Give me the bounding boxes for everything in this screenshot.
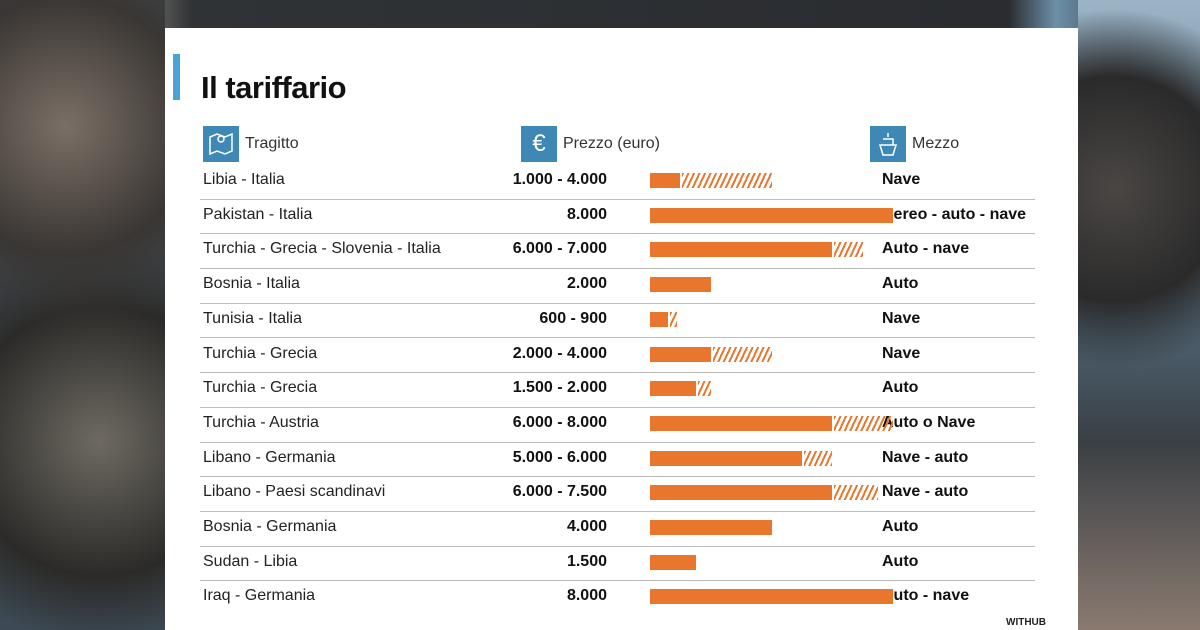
- background-photo-left: [0, 0, 165, 630]
- price-label: 600 - 900: [539, 309, 607, 327]
- table-row: Turchia - Grecia - Slovenia - Italia 6.00…: [200, 233, 1035, 270]
- euro-icon: €: [521, 126, 557, 162]
- infographic-panel: Il tariffario Tragitto € Prezzo (euro) M…: [165, 28, 1078, 630]
- chart-title: Il tariffario: [201, 70, 347, 105]
- table-row: Libano - Germania 5.000 - 6.000 Nave - aut…: [200, 442, 1035, 478]
- table-row: Bosnia - Italia 2.000 Auto: [200, 268, 1035, 304]
- price-label: 6.000 - 7.500: [512, 483, 607, 501]
- bar-min: [650, 520, 772, 535]
- table-row: Iraq - Germania 8.000 Auto - nave: [200, 580, 1035, 615]
- transport-label: Nave - auto: [882, 483, 969, 501]
- bar-min: [650, 346, 711, 362]
- header-transport: Mezzo: [870, 126, 959, 162]
- price-label: 8.000: [566, 587, 607, 605]
- bar-min: [650, 554, 696, 570]
- table-row: Libano - Paesi scandinavi 6.000 - 7.500 Na…: [200, 476, 1035, 512]
- bar-range: [697, 381, 711, 397]
- transport-label: Auto: [882, 379, 919, 397]
- route-label: Bosnia - Germania: [203, 518, 337, 535]
- route-label: Libia - Italia: [203, 171, 285, 188]
- transport-label: Auto o Nave: [882, 413, 976, 431]
- table-row: Sudan - Libia 1.500 Auto: [200, 546, 1035, 582]
- price-label: 1.000 - 4.000: [512, 171, 607, 188]
- bar-range: [670, 311, 678, 327]
- bar-min: [650, 277, 711, 293]
- title-accent-bar: [173, 54, 180, 100]
- price-label: 5.000 - 6.000: [512, 448, 607, 466]
- transport-label: Nave: [882, 309, 921, 327]
- background-photo-right: [1078, 0, 1200, 630]
- price-label: 4.000: [566, 518, 607, 535]
- price-label: 6.000 - 7.000: [512, 240, 607, 258]
- route-label: Libano - Paesi scandinavi: [203, 483, 386, 501]
- bar-range: [834, 242, 863, 258]
- table-row: Turchia - Austria 6.000 - 8.000 Auto o Nav…: [200, 407, 1035, 443]
- bar-range: [682, 173, 772, 188]
- transport-label: Nave: [882, 171, 921, 188]
- bar-min: [650, 311, 669, 327]
- table-row: Pakistan - Italia 8.000 Aereo - auto - nav…: [200, 199, 1035, 235]
- bar-range: [834, 415, 893, 431]
- route-label: Sudan - Libia: [203, 552, 298, 570]
- transport-label: Auto: [882, 275, 919, 293]
- price-label: 1.500: [566, 552, 607, 570]
- transport-label: Nave: [882, 344, 921, 362]
- map-icon: [203, 126, 239, 162]
- transport-label: Auto: [882, 552, 919, 570]
- route-label: Turchia - Grecia - Slovenia - Italia: [203, 240, 441, 258]
- route-label: Tunisia - Italia: [203, 309, 302, 327]
- bar-range: [834, 485, 878, 501]
- price-label: 8.000: [566, 205, 607, 223]
- bar-range: [712, 346, 772, 362]
- bar-min: [650, 381, 696, 397]
- table-row: Bosnia - Germania 4.000 Auto: [200, 511, 1035, 547]
- route-label: Turchia - Grecia: [203, 379, 318, 397]
- transport-label: Nave - auto: [882, 448, 969, 466]
- route-label: Turchia - Austria: [203, 413, 319, 431]
- table-row: Turchia - Grecia 2.000 - 4.000 Nave: [200, 338, 1035, 374]
- route-label: Iraq - Germania: [203, 587, 316, 605]
- bar-min: [650, 207, 893, 223]
- bar-min: [650, 450, 802, 466]
- price-label: 2.000: [566, 275, 607, 293]
- transport-label: Auto: [882, 518, 919, 535]
- price-label: 1.500 - 2.000: [512, 379, 607, 397]
- bar-min: [650, 173, 681, 188]
- route-label: Bosnia - Italia: [203, 275, 300, 293]
- transport-label: Auto - nave: [882, 240, 970, 258]
- route-label: Turchia - Grecia: [203, 344, 318, 362]
- bar-range: [803, 450, 833, 466]
- header-price: € Prezzo (euro): [521, 126, 660, 162]
- bar-min: [650, 415, 833, 431]
- table-row: Tunisia - Italia 600 - 900 Nave: [200, 303, 1035, 339]
- source-credit: WITHUB: [1006, 617, 1046, 628]
- transport-label: Auto - nave: [882, 587, 970, 605]
- table-row: Turchia - Grecia 1.500 - 2.000 Auto: [200, 372, 1035, 408]
- bar-min: [650, 589, 893, 605]
- bar-min: [650, 242, 833, 258]
- header-transport-label: Mezzo: [912, 135, 960, 152]
- bar-min: [650, 485, 833, 501]
- header-price-label: Prezzo (euro): [563, 135, 660, 152]
- header-route-label: Tragitto: [245, 135, 299, 152]
- ship-icon: [870, 126, 906, 162]
- route-label: Pakistan - Italia: [203, 205, 313, 223]
- transport-label: Aereo - auto - nave: [882, 205, 1027, 223]
- route-label: Libano - Germania: [203, 448, 336, 466]
- header-route: Tragitto: [203, 126, 299, 162]
- price-label: 2.000 - 4.000: [512, 344, 607, 362]
- table-row: Libia - Italia 1.000 - 4.000 Nave: [200, 164, 1035, 200]
- price-label: 6.000 - 8.000: [512, 413, 607, 431]
